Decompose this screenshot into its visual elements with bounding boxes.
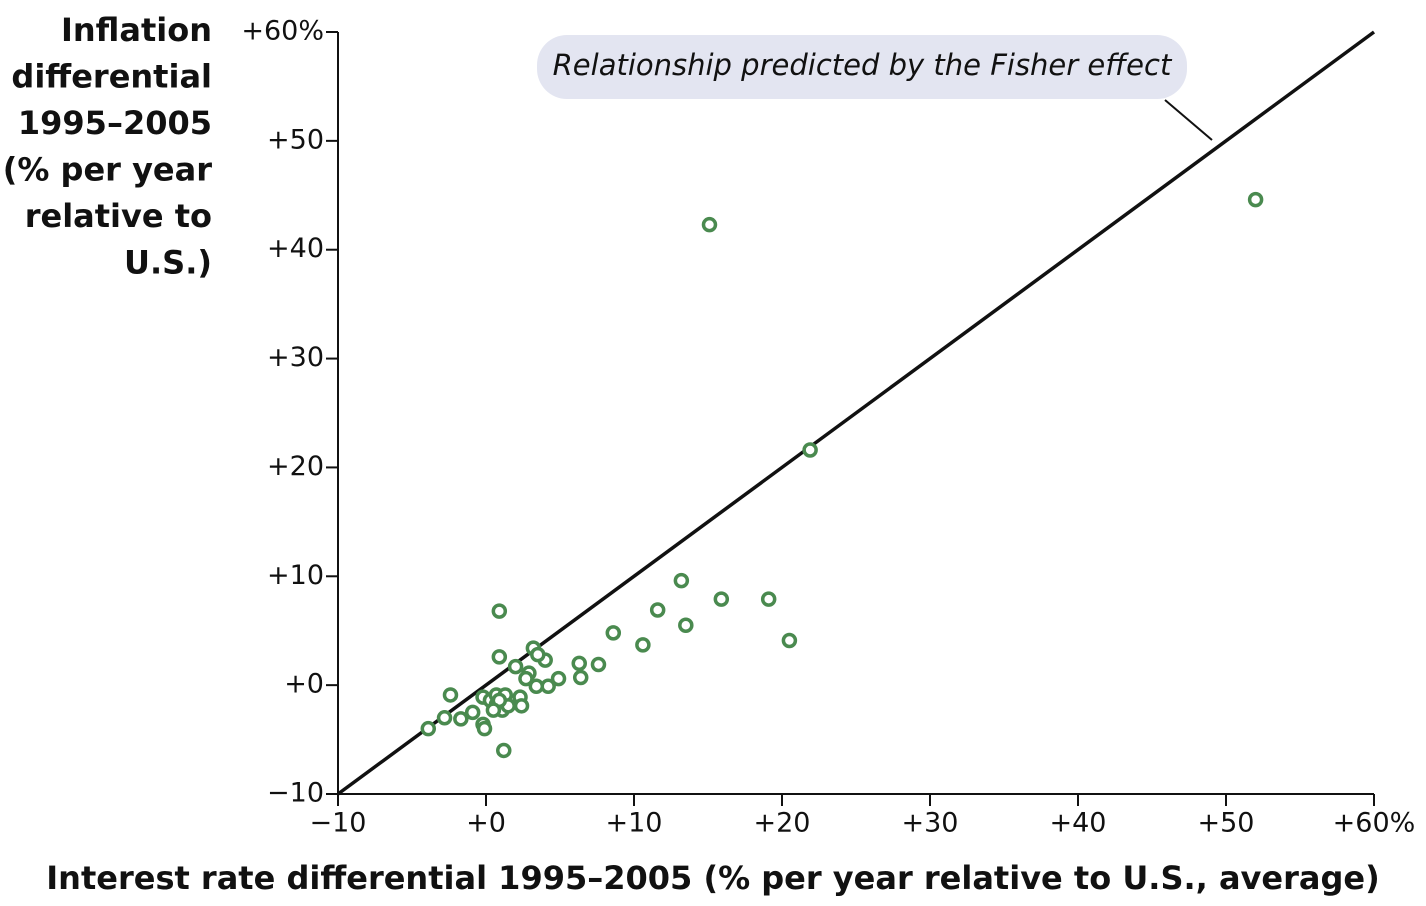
point [530, 646, 546, 663]
annotation-box [537, 35, 1187, 99]
y-tick-label: +40 [267, 233, 324, 264]
point [590, 656, 607, 673]
y-tick-label: +30 [267, 342, 324, 373]
point [528, 678, 545, 694]
point [550, 670, 567, 687]
point [781, 632, 798, 649]
y-tick-label: +10 [267, 560, 324, 591]
y-tick-label: +20 [267, 451, 324, 482]
point [464, 704, 481, 721]
point [760, 591, 777, 607]
point [491, 649, 508, 665]
annotation-leader [1164, 99, 1213, 141]
point [513, 698, 530, 714]
x-tick-label: +20 [754, 808, 811, 839]
point [572, 669, 589, 686]
point [605, 625, 622, 641]
y-axis-label: Inflation [61, 11, 212, 49]
y-tick-label: +0 [284, 669, 324, 700]
y-axis-label: 1995–2005 [18, 104, 212, 142]
point [476, 720, 493, 737]
point [673, 572, 690, 589]
point [442, 687, 459, 703]
point [649, 602, 666, 618]
point [420, 720, 437, 737]
point [496, 742, 512, 759]
fisher-line [336, 30, 1376, 796]
point [713, 591, 730, 607]
x-tick-label: +60% [1333, 808, 1416, 839]
point [1247, 191, 1264, 208]
point [701, 216, 718, 233]
x-tick-label: +50 [1198, 808, 1255, 839]
y-axis-label: differential [11, 58, 212, 96]
point [507, 658, 524, 675]
point [678, 617, 694, 634]
annotation: Relationship predicted by the Fisher eff… [553, 48, 1173, 82]
y-axis-label: (% per year [3, 151, 213, 189]
y-tick-label: +60% [241, 16, 324, 47]
point [491, 603, 508, 619]
point [485, 702, 502, 718]
y-tick-label: −10 [267, 778, 324, 809]
point [436, 710, 453, 726]
x-tick-label: +40 [1050, 808, 1107, 839]
y-axis-label: relative to [25, 197, 212, 235]
point [635, 637, 651, 653]
x-tick-label: +0 [466, 808, 506, 839]
x-tick-label: +10 [606, 808, 663, 839]
y-tick-label: +50 [267, 124, 324, 155]
y-axis-label: U.S.) [124, 244, 212, 282]
point [518, 670, 534, 687]
x-tick-label: −10 [310, 808, 367, 839]
point [802, 442, 818, 458]
point [453, 711, 469, 727]
x-axis-label: Interest rate differential 1995–2005 (% … [46, 859, 1379, 897]
point [571, 655, 587, 672]
x-tick-label: +30 [902, 808, 959, 839]
